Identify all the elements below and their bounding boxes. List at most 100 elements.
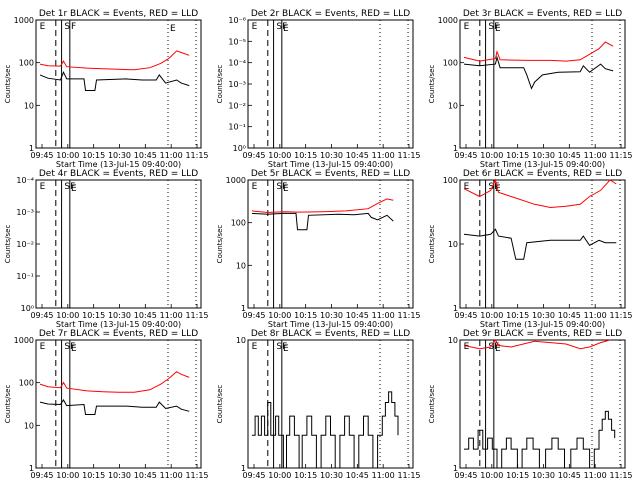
x-tick-label: 11:00 — [584, 311, 607, 320]
series-black-events — [463, 228, 617, 260]
panel-det-3: Det 3r BLACK = Events, RED = LLD 1 10 100 10… — [428, 9, 633, 169]
y-tick-label: 100 — [19, 379, 34, 388]
x-tick-label: 10:30 — [108, 151, 131, 160]
x-tick-label: 10:15 — [506, 471, 529, 480]
y-tick-label: 10⁰ — [21, 304, 34, 313]
y-tick-label: 10 — [448, 101, 458, 110]
y-tick-label: 10⁻⁴ — [16, 176, 34, 185]
x-tick-label: 10:30 — [532, 311, 555, 320]
event-marker: E — [252, 342, 258, 352]
panel-title: Det 9r BLACK = Events, RED = LLD — [463, 329, 622, 339]
plot-frame — [459, 19, 626, 149]
series-black-events — [463, 55, 614, 90]
y-tick-label: 10⁻⁴ — [228, 59, 246, 68]
x-tick-label: 10:45 — [558, 471, 581, 480]
event-marker: E — [495, 344, 501, 354]
x-tick-label: 11:15 — [609, 151, 632, 160]
x-tick-label: 10:15 — [506, 311, 529, 320]
event-marker: E — [71, 344, 77, 354]
y-tick-label: 10 — [236, 261, 246, 270]
series-black-events — [39, 70, 190, 91]
panel-det-2: Det 2r BLACK = Events, RED = LLD 10⁰ 10⁻¹ 1… — [216, 9, 421, 169]
x-tick-label: 10:00 — [480, 471, 503, 480]
y-tick-label: 100 — [443, 176, 458, 185]
y-tick-label: 100 — [443, 59, 458, 68]
y-axis-label: Counts/sec — [428, 65, 436, 104]
x-tick-label: 10:15 — [82, 151, 105, 160]
plot-frame — [35, 19, 202, 149]
x-tick-label: 10:45 — [346, 151, 369, 160]
y-tick-label: 1000 — [14, 16, 34, 25]
plot-frame — [247, 19, 414, 149]
event-marker: E — [495, 24, 501, 34]
x-tick-label: 10:30 — [108, 471, 131, 480]
x-tick-label: 10:45 — [134, 471, 157, 480]
series-red-lld — [39, 50, 190, 71]
x-tick-label: 09:45 — [242, 151, 265, 160]
x-tick-label: 10:15 — [294, 311, 317, 320]
y-axis-label: Counts/sec — [216, 385, 224, 424]
event-marker: SF — [64, 182, 75, 192]
event-marker: E — [283, 184, 289, 194]
y-tick-label: 10⁻² — [228, 101, 246, 110]
series-black-events — [252, 391, 399, 469]
x-tick-label: 10:15 — [82, 471, 105, 480]
y-tick-label: 1 — [29, 144, 34, 153]
x-tick-label: 10:45 — [134, 151, 157, 160]
y-tick-label: 1 — [453, 304, 458, 313]
x-tick-label: 10:00 — [268, 311, 291, 320]
x-axis-label: Start Time (13-Jul-15 09:40:00) — [480, 160, 605, 169]
y-axis-label: Counts/sec — [4, 225, 12, 264]
panel-title: Det 6r BLACK = Events, RED = LLD — [463, 169, 622, 179]
x-tick-label: 11:15 — [397, 471, 420, 480]
event-marker: F — [71, 22, 76, 32]
y-tick-label: 1 — [453, 144, 458, 153]
y-tick-label: 1 — [241, 304, 246, 313]
x-tick-label: 10:00 — [268, 151, 291, 160]
x-tick-label: 09:45 — [242, 311, 265, 320]
panel-title: Det 4r BLACK = Events, RED = LLD — [39, 169, 198, 179]
x-axis-label: Start Time (13-Jul-15 09:40:00) — [268, 160, 393, 169]
x-tick-label: 10:45 — [558, 311, 581, 320]
event-marker: E — [464, 342, 470, 352]
y-axis-label: Counts/sec — [428, 225, 436, 264]
x-tick-label: 10:45 — [134, 311, 157, 320]
plot-frame — [459, 179, 626, 309]
x-tick-label: 11:00 — [372, 151, 395, 160]
panel-title: Det 5r BLACK = Events, RED = LLD — [251, 169, 410, 179]
x-axis-label: Start Time (13-Jul-15 09:40:00) — [56, 320, 181, 329]
series-red-lld — [463, 339, 611, 350]
x-tick-label: 10:30 — [532, 151, 555, 160]
plot-frame — [247, 339, 414, 469]
x-tick-label: 10:45 — [558, 151, 581, 160]
x-tick-label: 11:00 — [160, 151, 183, 160]
y-tick-label: 10⁻² — [16, 240, 34, 249]
event-marker: SF — [276, 342, 287, 352]
x-tick-label: 10:30 — [320, 311, 343, 320]
x-tick-label: 10:45 — [346, 311, 369, 320]
y-tick-label: 10 — [236, 336, 246, 345]
event-marker: E — [170, 24, 176, 34]
y-tick-label: 100 — [231, 219, 246, 228]
event-marker: E — [252, 22, 258, 32]
y-tick-label: 1000 — [438, 16, 458, 25]
x-tick-label: 11:00 — [160, 311, 183, 320]
x-tick-label: 11:15 — [185, 471, 208, 480]
x-axis-label: Start Time (13-Jul-15 09:40:00) — [480, 320, 605, 329]
series-red-lld — [463, 178, 617, 209]
series-red-lld — [39, 371, 190, 393]
x-tick-label: 11:00 — [372, 471, 395, 480]
x-tick-label: 10:00 — [56, 471, 79, 480]
x-tick-label: 10:30 — [320, 471, 343, 480]
y-tick-label: 10⁻¹ — [228, 123, 246, 132]
x-tick-label: 10:00 — [268, 471, 291, 480]
x-tick-label: 10:45 — [346, 471, 369, 480]
y-tick-label: 1000 — [14, 336, 34, 345]
y-tick-label: 10⁻³ — [16, 208, 34, 217]
panel-det-4: Det 4r BLACK = Events, RED = LLD 10⁰ 10⁻¹ 1… — [4, 169, 209, 329]
x-tick-label: 09:45 — [30, 151, 53, 160]
series-red-lld — [251, 198, 394, 214]
x-tick-label: 11:00 — [372, 311, 395, 320]
event-marker: E — [40, 342, 46, 352]
event-marker: SF — [276, 22, 287, 32]
